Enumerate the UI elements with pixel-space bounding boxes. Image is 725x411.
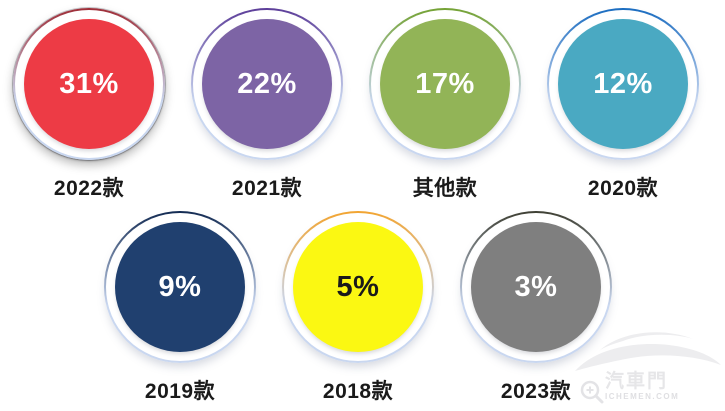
bubble-2023: 3% xyxy=(460,211,612,363)
bubble-2021: 22% xyxy=(191,8,343,160)
chart-item-2019: 9% 2019款 xyxy=(91,211,269,405)
chart-item-2020: 12% 2020款 xyxy=(534,8,712,202)
category-label: 2023款 xyxy=(500,380,572,403)
chart-row-bottom: 9% 2019款 5% 2018款 3% 2023款 xyxy=(91,211,625,405)
value-label: 9% xyxy=(158,270,202,303)
category-label: 2018款 xyxy=(322,380,394,403)
chart-item-2022: 31% 2022款 xyxy=(0,8,178,202)
bubble-2019: 9% xyxy=(104,211,256,363)
bubble-2022: 31% xyxy=(13,8,165,160)
chart-item-2021: 22% 2021款 xyxy=(178,8,356,202)
value-label: 12% xyxy=(593,67,653,100)
category-label: 2022款 xyxy=(53,177,125,200)
chart-row-top: 31% 2022款 22% 2021款 17% 其他款 xyxy=(0,8,712,202)
category-label: 2021款 xyxy=(231,177,303,200)
chart-item-2023: 3% 2023款 xyxy=(447,211,625,405)
category-label: 2020款 xyxy=(587,177,659,200)
bubble-other: 17% xyxy=(369,8,521,160)
value-label: 17% xyxy=(415,67,475,100)
chart-item-2018: 5% 2018款 xyxy=(269,211,447,405)
value-label: 31% xyxy=(59,67,119,100)
value-label: 3% xyxy=(514,270,558,303)
category-label: 2019款 xyxy=(144,380,216,403)
bubble-2018: 5% xyxy=(282,211,434,363)
category-label: 其他款 xyxy=(412,177,478,200)
bubble-2020: 12% xyxy=(547,8,699,160)
value-label: 5% xyxy=(336,270,380,303)
chart-item-other: 17% 其他款 xyxy=(356,8,534,202)
value-label: 22% xyxy=(237,67,297,100)
